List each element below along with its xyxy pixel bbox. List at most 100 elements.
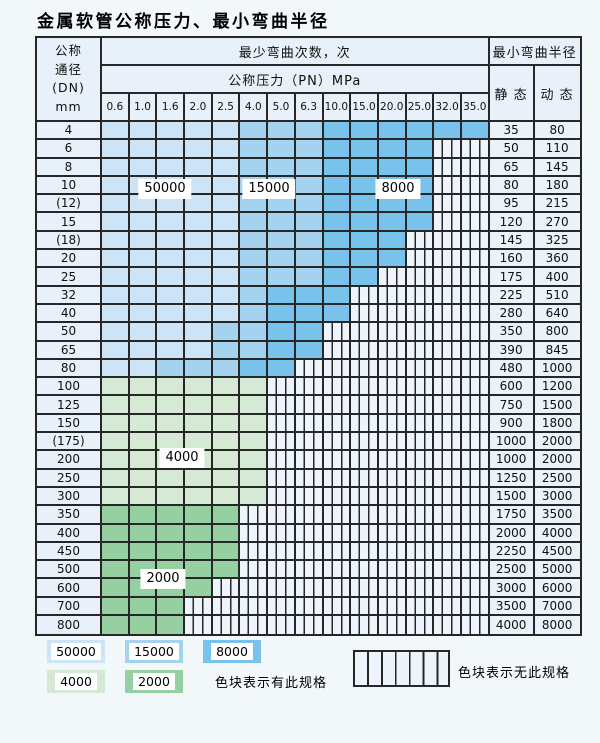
dynamic-radius-cell: 510	[534, 286, 580, 305]
no-spec-cell	[406, 250, 435, 269]
no-spec-cell	[461, 414, 490, 434]
spec-cell	[157, 616, 186, 635]
spec-cell	[268, 250, 296, 269]
dynamic-radius-cell: 180	[534, 176, 580, 196]
no-spec-cell	[461, 359, 490, 379]
no-spec-cell	[406, 359, 435, 379]
spec-cell	[240, 140, 269, 159]
spec-cell	[157, 158, 186, 177]
no-spec-cell	[351, 286, 379, 305]
no-spec-cell	[268, 524, 296, 543]
no-spec-cell	[295, 414, 324, 434]
no-spec-cell	[461, 542, 490, 562]
no-spec-cell	[323, 469, 352, 488]
static-radius-cell: 2000	[489, 524, 535, 543]
spec-cell	[129, 542, 158, 562]
spec-table: 公称 通径 (DN) mm 最少弯曲次数，次 最小弯曲半径 公称压力（PN）MPa 静 态动 …	[35, 36, 582, 637]
spec-cell	[268, 213, 296, 232]
spec-cell	[295, 140, 324, 159]
no-spec-cell	[268, 597, 296, 617]
dynamic-radius-cell: 640	[534, 304, 580, 324]
pressure-col-header: 4.0	[240, 94, 269, 122]
no-spec-cell	[378, 378, 407, 397]
spec-cell	[212, 304, 241, 324]
no-spec-cell	[434, 286, 462, 305]
static-radius-cell: 480	[489, 359, 535, 379]
spec-cell	[240, 122, 269, 141]
spec-cell	[351, 122, 379, 141]
spec-cell	[212, 122, 241, 141]
spec-cell	[295, 231, 324, 251]
spec-cell	[212, 359, 241, 379]
legend-swatch-4000: 4000	[47, 670, 105, 693]
no-spec-cell	[295, 524, 324, 543]
dn-cell: 300	[37, 487, 102, 507]
spec-cell	[102, 250, 130, 269]
no-spec-cell	[378, 542, 407, 562]
no-spec-cell	[323, 506, 352, 525]
spec-cell	[129, 414, 158, 434]
dynamic-radius-cell: 4500	[534, 542, 580, 562]
spec-cell	[212, 195, 241, 214]
spec-cell	[406, 213, 435, 232]
spec-cell	[406, 140, 435, 159]
spec-cell	[323, 268, 352, 287]
spec-cell	[295, 323, 324, 342]
no-spec-cell	[461, 323, 490, 342]
spec-cell	[240, 359, 269, 379]
no-spec-cell	[351, 542, 379, 562]
pressure-col-header: 35.0	[461, 94, 490, 122]
spec-cell	[185, 231, 213, 251]
cycle-count-label: 4000	[159, 448, 205, 468]
cycle-count-label: 50000	[138, 179, 192, 199]
dn-cell: 450	[37, 542, 102, 562]
dynamic-radius-cell: 360	[534, 250, 580, 269]
no-spec-cell	[434, 506, 462, 525]
spec-cell	[157, 140, 186, 159]
cycle-count-label: 8000	[375, 179, 421, 199]
spec-cell	[212, 433, 241, 452]
no-spec-cell	[351, 469, 379, 488]
no-spec-cell	[351, 396, 379, 415]
spec-cell	[240, 304, 269, 324]
spec-cell	[157, 250, 186, 269]
spec-cell	[102, 286, 130, 305]
static-radius-cell: 280	[489, 304, 535, 324]
spec-cell	[185, 524, 213, 543]
legend-swatch-value: 8000	[211, 643, 253, 660]
no-spec-cell	[323, 341, 352, 360]
dynamic-radius-cell: 325	[534, 231, 580, 251]
no-spec-cell	[351, 506, 379, 525]
no-spec-cell	[323, 561, 352, 580]
no-spec-cell	[268, 469, 296, 488]
spec-cell	[157, 378, 186, 397]
spec-cell	[185, 561, 213, 580]
spec-cell	[102, 195, 130, 214]
spec-cell	[212, 140, 241, 159]
legend-swatch-50000: 50000	[47, 640, 105, 663]
no-spec-cell	[323, 579, 352, 598]
spec-cell	[102, 231, 130, 251]
static-header-cell: 静 态	[489, 66, 535, 122]
dn-header-cell: 公称 通径 (DN) mm	[37, 38, 102, 122]
dynamic-radius-cell: 270	[534, 213, 580, 232]
pressure-col-header: 20.0	[378, 94, 407, 122]
no-spec-cell	[351, 304, 379, 324]
dynamic-radius-cell: 1200	[534, 378, 580, 397]
cycles-header-cell: 最少弯曲次数，次	[102, 38, 490, 66]
dynamic-radius-cell: 145	[534, 158, 580, 177]
legend-swatch-15000: 15000	[125, 640, 183, 663]
dn-header-line: mm	[55, 98, 82, 114]
no-spec-cell	[434, 231, 462, 251]
dynamic-radius-cell: 400	[534, 268, 580, 287]
spec-cell	[240, 396, 269, 415]
spec-cell	[157, 195, 186, 214]
spec-cell	[185, 396, 213, 415]
spec-cell	[157, 414, 186, 434]
no-spec-cell	[378, 268, 407, 287]
no-spec-cell	[434, 524, 462, 543]
spec-cell	[102, 579, 130, 598]
spec-cell	[212, 561, 241, 580]
no-spec-cell	[323, 433, 352, 452]
cycle-count-label: 2000	[140, 569, 186, 589]
